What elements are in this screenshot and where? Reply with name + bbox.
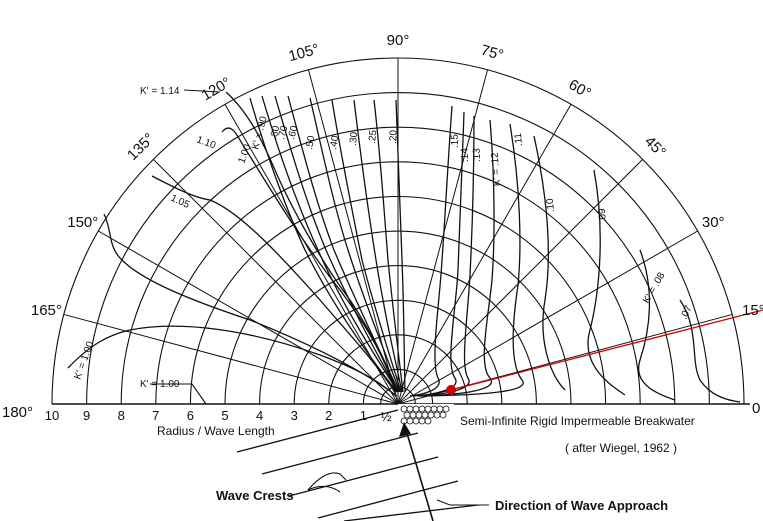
contour-k105 [151,175,397,395]
contour-k060 [287,95,400,393]
label-k030: .30 [348,131,360,146]
radial-165 [63,313,399,405]
angle-label-90: 90° [387,32,410,49]
contour-k030 [353,99,403,393]
label-k070: .70 [276,124,290,141]
contour-k009 [587,169,626,396]
contour-k012 [419,119,495,397]
label-k114: K' = 1.14 [140,86,180,97]
source-note: ( after Wiegel, 1962 ) [565,441,677,455]
contour-k070 [274,95,399,393]
contour-k020 [395,99,406,393]
angle-label-60: 60° [566,76,594,102]
angle-label-30: 30° [702,214,725,231]
label-k014: .14 [460,148,471,163]
radial-45 [397,158,644,405]
radius-label-0: 10 [45,408,59,423]
wave-crests-label: Wave Crests [216,488,294,503]
radius-label-8: 2 [325,408,332,423]
reference-line [450,309,763,391]
wave-crests [236,409,479,521]
reference-point [446,385,456,395]
radius-label-1: 9 [83,408,90,423]
contour-k080 [261,95,399,393]
radius-axis-label: Radius / Wave Length [157,424,275,438]
radius-label-9: 1 [360,408,367,423]
radial-30 [397,230,698,405]
label-k009: .09 [597,207,609,222]
angle-label-15: 15° [742,302,763,319]
radius-label-10: ½ [381,409,392,424]
label-k011: .11 [513,132,525,147]
contour-k015 [409,105,453,397]
label-k110: 1.10 [195,134,217,151]
angle-label-0: 0 [752,400,760,417]
contour-k010 [533,135,566,391]
approach-arrow [399,422,434,521]
angle-label-180: 180° [2,404,33,421]
radial-75 [397,69,489,405]
label-k100a: K' = 1.00 [140,379,180,390]
label-k105: 1.05 [169,193,192,211]
radius-label-6: 4 [256,408,263,423]
radius-label-3: 7 [152,408,159,423]
label-k050: .50 [304,134,317,150]
label-k020: .20 [388,129,399,144]
radial-60 [397,104,572,405]
contour-k090 [249,97,398,393]
label-k040: .40 [328,134,341,150]
label-k080: .80 [268,124,282,141]
contour-k025 [373,99,404,393]
breakwater-label: Semi-Infinite Rigid Impermeable Breakwat… [460,414,695,428]
label-k015: .15 [450,134,461,149]
angle-label-120: 120° [199,74,234,104]
angle-label-165: 165° [31,302,62,319]
label-k010: .10 [545,197,557,212]
contour-k011 [423,123,524,397]
angle-label-75: 75° [479,42,505,64]
wave-direction-label: Direction of Wave Approach [495,498,668,513]
label-k007: .07 [679,304,695,322]
coefficient-contours [67,91,741,403]
radius-label-2: 8 [118,408,125,423]
breakwater-structure [398,404,454,426]
radius-label-7: 3 [291,408,298,423]
contour-k050 [309,97,401,393]
radius-label-5: 5 [221,408,228,423]
angle-label-150: 150° [67,214,98,231]
contour-k100-a [67,325,397,397]
angle-label-105: 105° [287,41,321,65]
radial-150 [98,230,399,405]
angle-label-135: 135° [124,130,158,164]
leader-lines [150,89,489,506]
contour-k013 [417,115,475,397]
label-k060: .60 [286,124,300,141]
contour-k100-b [103,213,398,397]
contour-k040 [331,99,402,393]
contour-k014 [413,111,465,397]
radius-label-4: 6 [187,408,194,423]
contour-k008 [637,249,676,401]
label-k025: .25 [367,129,379,144]
radial-105 [307,69,399,405]
radius-labels: 10 9 8 7 6 5 4 3 2 1 ½ [45,408,392,424]
label-k013: .13 [472,148,483,163]
contour-k007 [679,299,741,403]
label-k012: K' = .12 [490,152,503,187]
radial-135 [152,158,399,405]
label-k090: K' = .90 [250,115,270,151]
coefficient-labels: K' = 1.14 1.10 1.05 K' = 1.00 K' = 1.00 … [72,86,694,390]
angle-label-45: 45° [641,133,669,161]
